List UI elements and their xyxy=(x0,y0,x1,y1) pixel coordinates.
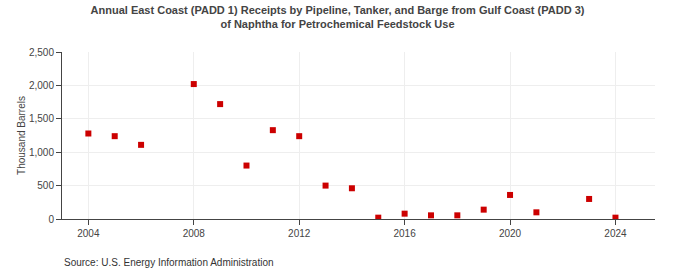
svg-text:Thousand Barrels: Thousand Barrels xyxy=(16,96,27,175)
svg-text:2020: 2020 xyxy=(499,228,522,239)
svg-text:2012: 2012 xyxy=(288,228,311,239)
svg-text:2,500: 2,500 xyxy=(29,47,54,58)
svg-text:2004: 2004 xyxy=(77,228,100,239)
svg-text:Annual East Coast (PADD 1) Rec: Annual East Coast (PADD 1) Receipts by P… xyxy=(91,4,585,30)
svg-text:1,500: 1,500 xyxy=(29,113,54,124)
svg-text:2008: 2008 xyxy=(183,228,206,239)
svg-text:Source: U.S. Energy Informatio: Source: U.S. Energy Information Administ… xyxy=(64,257,274,268)
svg-text:500: 500 xyxy=(37,180,54,191)
svg-text:2016: 2016 xyxy=(393,228,416,239)
svg-text:0: 0 xyxy=(48,214,54,225)
svg-text:1,000: 1,000 xyxy=(29,147,54,158)
svg-text:2024: 2024 xyxy=(604,228,627,239)
svg-text:2,000: 2,000 xyxy=(29,80,54,91)
